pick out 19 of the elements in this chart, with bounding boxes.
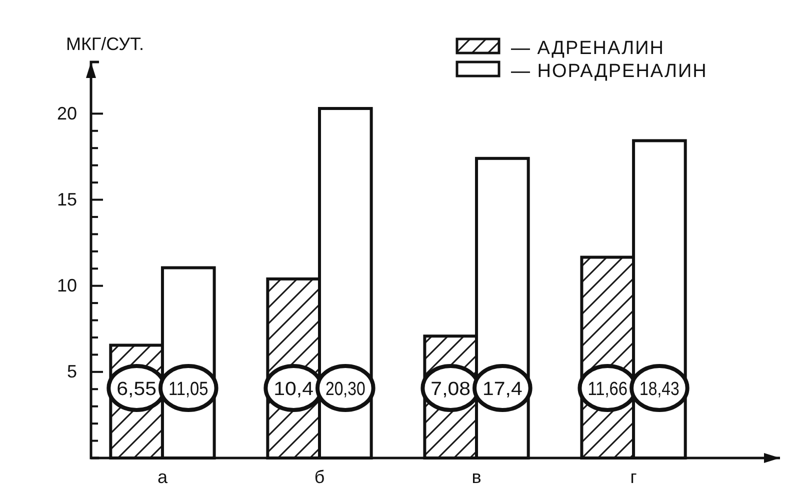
x-tick-label: а — [157, 466, 168, 487]
y-tick-label: 10 — [56, 276, 77, 296]
y-tick-label: 20 — [56, 103, 77, 124]
data-label: 11,05 — [168, 379, 215, 400]
data-label: 6,55 — [116, 379, 156, 400]
data-label: 20,30 — [325, 379, 374, 400]
data-label: 7,08 — [430, 379, 471, 400]
data-label: 18,43 — [640, 379, 688, 400]
legend-label: — АДРЕНАЛИН — [511, 38, 664, 59]
data-label: 10,4 — [274, 379, 314, 400]
y-axis-title: МКГ/СУТ. — [66, 34, 144, 54]
data-label: 17,4 — [482, 379, 523, 400]
y-tick-label: 5 — [66, 362, 77, 382]
legend-label: — НОРАДРЕНАЛИН — [511, 61, 708, 82]
data-label: 11,66 — [588, 379, 634, 400]
x-tick-label: г — [630, 466, 638, 487]
x-tick-label: в — [472, 466, 482, 487]
y-tick-label: 15 — [56, 190, 77, 210]
x-tick-label: б — [314, 466, 325, 487]
